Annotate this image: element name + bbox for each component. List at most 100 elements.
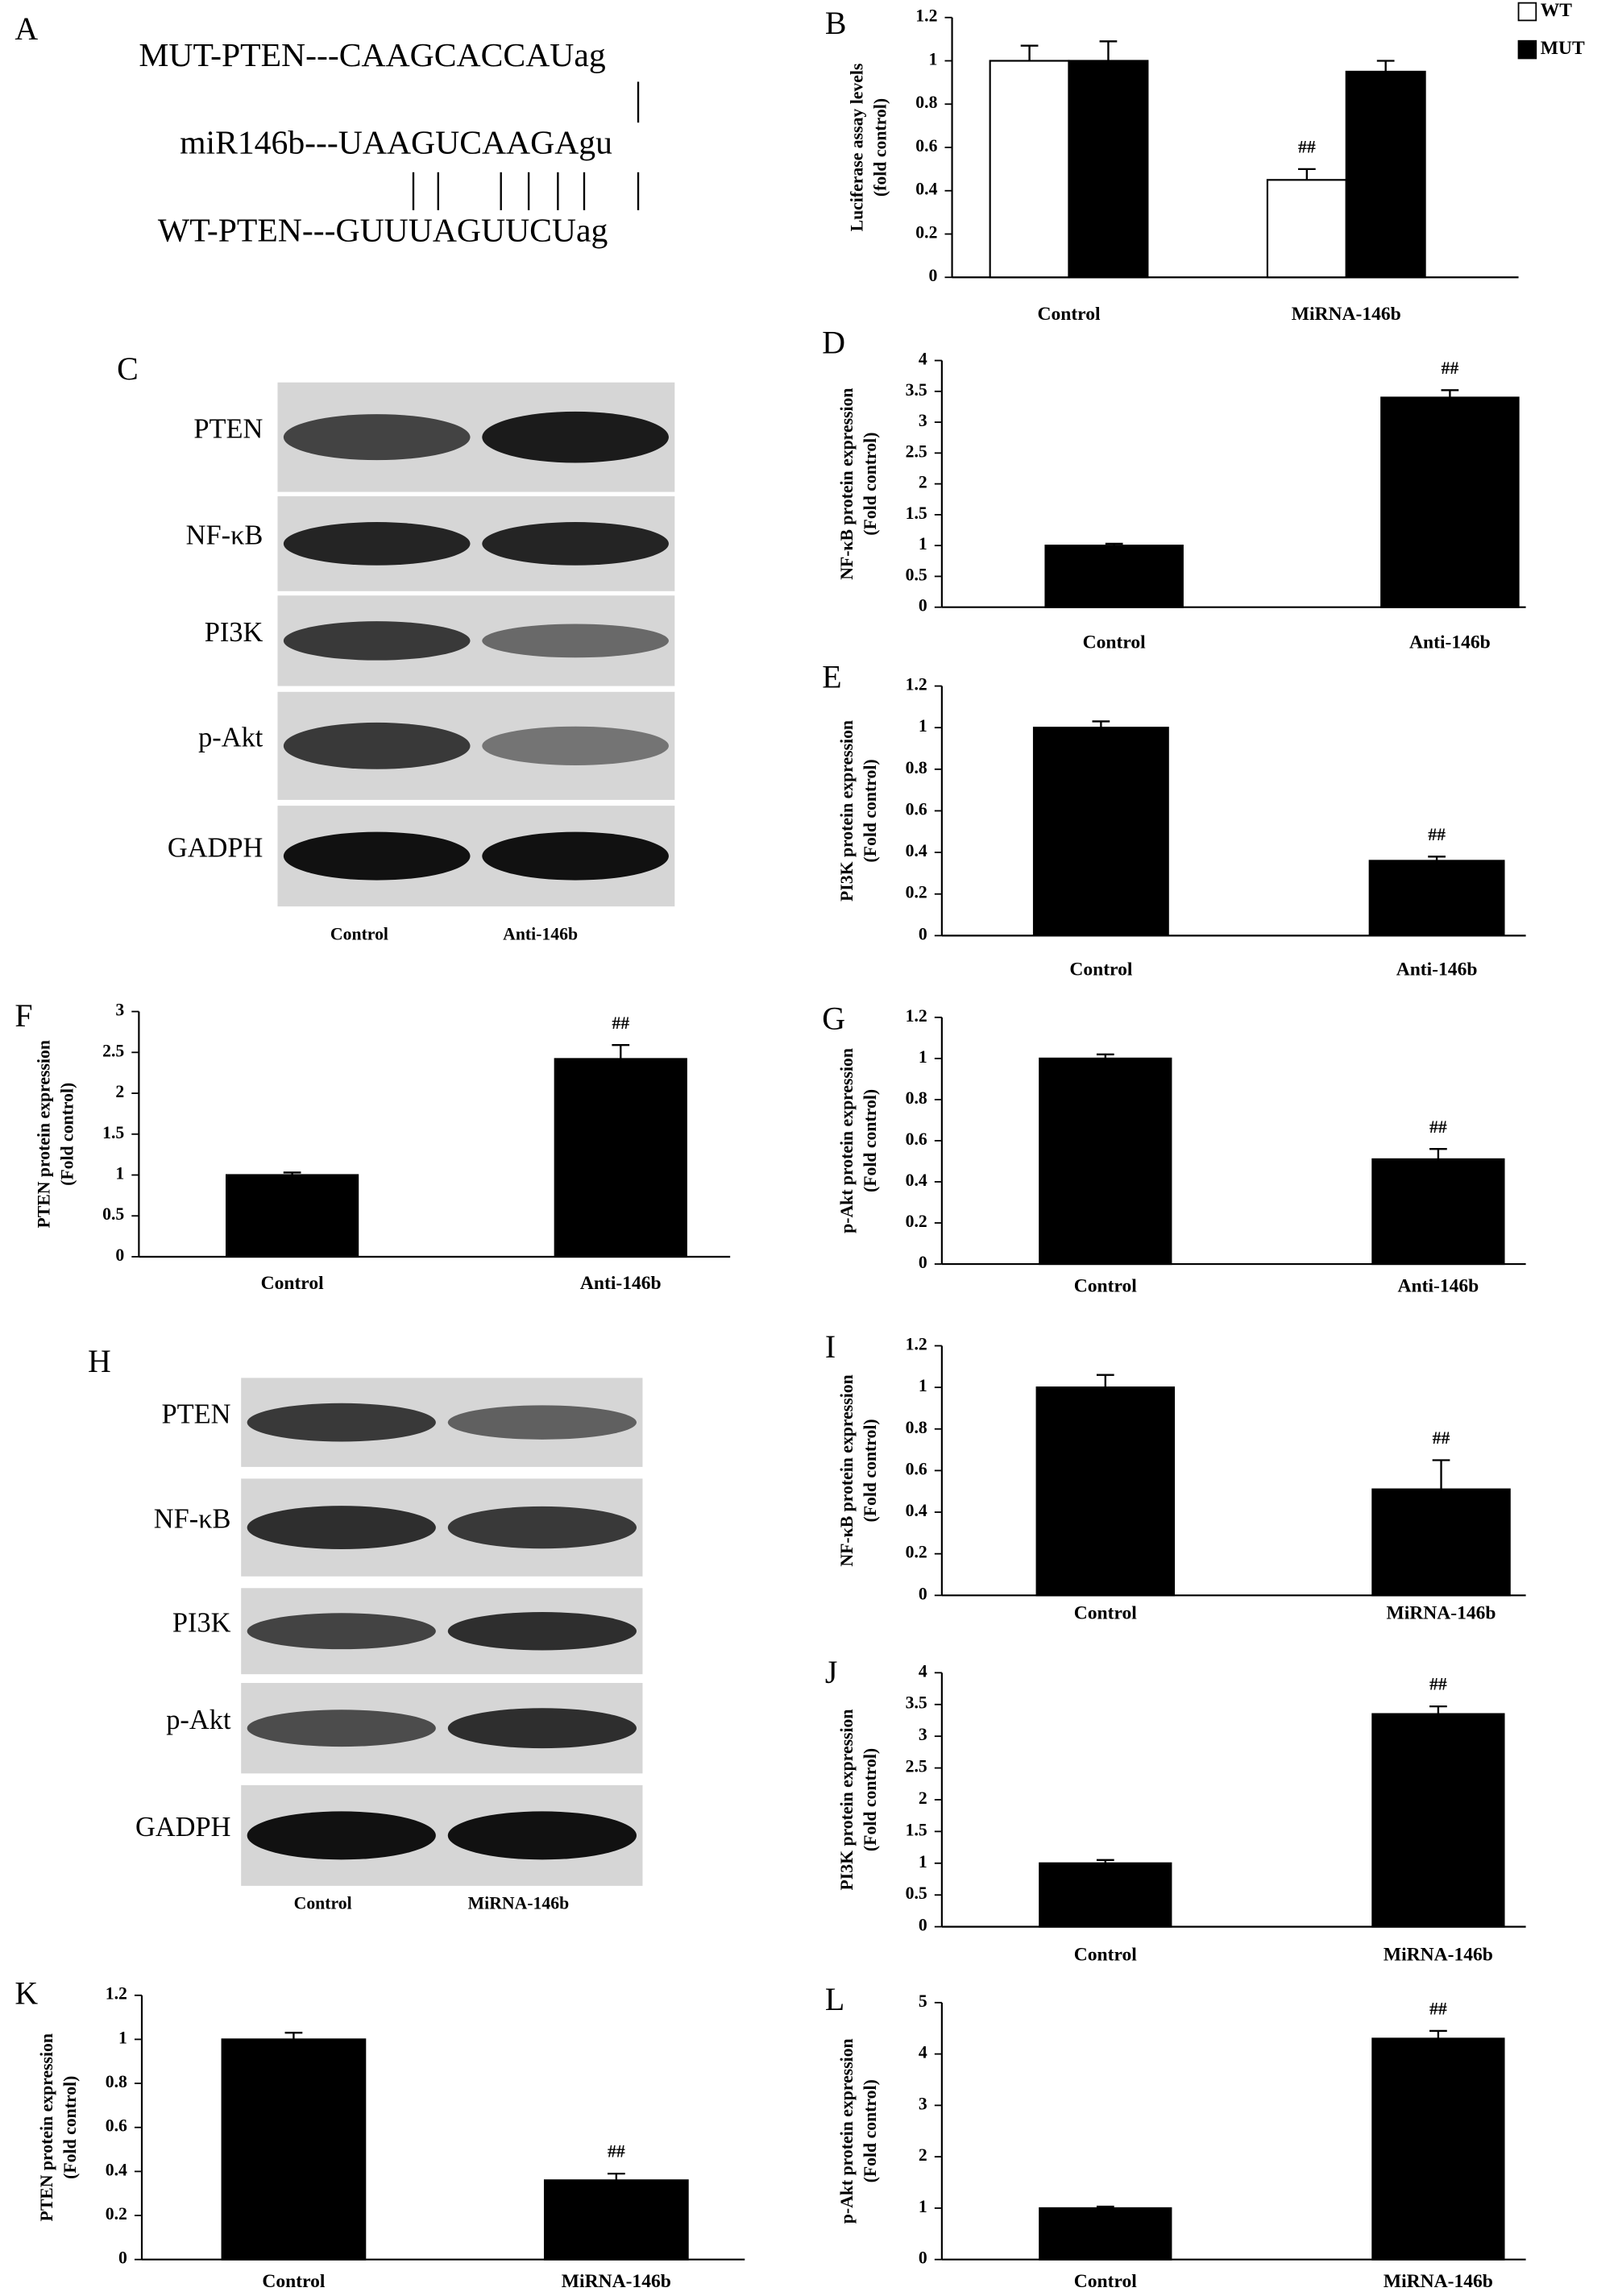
y-axis-label: Luciferase assay levels [848,64,867,232]
blot-row-label: p-Akt [198,723,263,753]
y-tick-label: 2 [919,1788,927,1808]
y-axis-label: (Fold control) [861,2079,880,2182]
blot-row-label: PI3K [172,1607,231,1638]
blot-band [283,522,471,566]
x-tick-label: MiRNA-146b [1292,304,1401,325]
blot-band [482,831,669,881]
y-tick-label: 1.5 [102,1123,124,1142]
legend-swatch [1517,39,1537,60]
bar [989,60,1070,279]
error-bar [607,2172,625,2181]
error-bar [1092,720,1110,728]
y-tick-label: 1 [919,1852,927,1871]
annotation: ## [608,2142,625,2161]
blot-band [283,722,471,769]
y-tick-label: 0.8 [106,2072,127,2091]
bar [1266,179,1347,279]
y-tick-label: 4 [919,1661,927,1681]
y-tick-label: 0.2 [915,222,937,242]
x-tick-label: Anti-146b [1396,959,1478,980]
y-tick-label: 0.6 [915,136,937,155]
bar [1044,545,1184,608]
y-tick-label: 1.2 [906,1006,927,1026]
y-axis-label: (Fold control) [861,1419,880,1522]
x-tick-label: Anti-146b [1409,632,1491,653]
blot-band [482,522,669,566]
y-tick-label: 3 [919,1725,927,1744]
annotation: ## [1429,1117,1447,1137]
y-tick-label: 1 [929,49,938,68]
y-tick-label: 3.5 [906,380,927,400]
blot-band [247,1506,436,1550]
panel-label: L [825,1981,844,2017]
blot-band [482,726,669,765]
y-tick-label: 0 [919,596,927,615]
pairing-lines [412,81,640,210]
error-bar [1429,1147,1447,1159]
y-tick-label: 0 [919,2248,927,2268]
error-bar [1099,40,1118,61]
blot-band [283,414,471,461]
panel-label: C [117,350,139,387]
y-tick-label: 2.5 [906,1757,927,1776]
y-tick-label: 0.5 [102,1204,124,1224]
annotation: ## [1429,1675,1447,1694]
bar [1371,1158,1505,1266]
blot-band [447,1708,637,1749]
blot-band [283,621,471,661]
y-axis-label: PI3K protein expression [837,1709,857,1890]
y-tick-label: 0.2 [906,883,927,902]
bar [1039,2207,1172,2261]
bar [1371,1713,1505,1928]
error-bar [1376,60,1395,72]
blot-band [447,1811,637,1860]
sequence-wt: WT-PTEN---GUUUAGUUCUag [158,212,608,249]
blot-band [247,1811,436,1860]
y-tick-label: 1.5 [906,504,927,523]
error-bar [1429,1705,1447,1714]
panel-label: A [15,10,38,47]
y-axis-label: NF-κB protein expression [837,388,857,579]
annotation: ## [1442,358,1459,378]
y-axis-label: (Fold control) [861,759,880,862]
y-tick-label: 0.8 [906,1088,927,1108]
x-tick-label: Control [1074,1944,1138,1965]
y-tick-label: 0 [118,2248,127,2268]
y-tick-label: 1 [115,1164,124,1183]
y-tick-label: 3 [919,2094,927,2113]
bar [543,2179,689,2261]
error-bar [1432,1459,1450,1490]
x-tick-label: Control [1083,632,1147,653]
x-tick-label: Anti-146b [1398,1275,1479,1296]
x-tick-label: Control [261,1273,325,1294]
y-tick-label: 4 [919,2043,927,2062]
annotation: ## [612,1013,629,1033]
y-tick-label: 0.8 [906,758,927,777]
x-tick-label: Control [1074,2271,1138,2292]
panel-label: I [825,1328,836,1365]
y-tick-label: 1 [919,534,927,553]
blot-row-label: GADPH [135,1812,231,1842]
y-tick-label: 0.2 [906,1543,927,1562]
y-tick-label: 0.6 [906,799,927,819]
y-tick-label: 0.6 [906,1129,927,1149]
legend-swatch [1517,2,1537,22]
x-tick-label: Control [1037,304,1101,325]
y-tick-label: 0.4 [906,1171,927,1190]
y-axis-label: (Fold control) [60,2076,80,2179]
panel-label: K [15,1975,38,2012]
y-tick-label: 3 [919,411,927,430]
y-tick-label: 4 [919,350,927,369]
bar [1035,1386,1176,1597]
y-axis-label: PTEN protein expression [34,1040,53,1228]
y-tick-label: 0.6 [906,1459,927,1478]
y-tick-label: 0.4 [906,841,927,860]
blot-band [447,1506,637,1549]
y-tick-label: 1.5 [906,1820,927,1839]
y-axis-label: (fold control) [871,98,890,197]
y-tick-label: 2.5 [906,441,927,461]
y-tick-label: 1.2 [106,1984,127,2004]
blot-row-label: PTEN [193,413,263,444]
error-bar [284,2032,303,2040]
